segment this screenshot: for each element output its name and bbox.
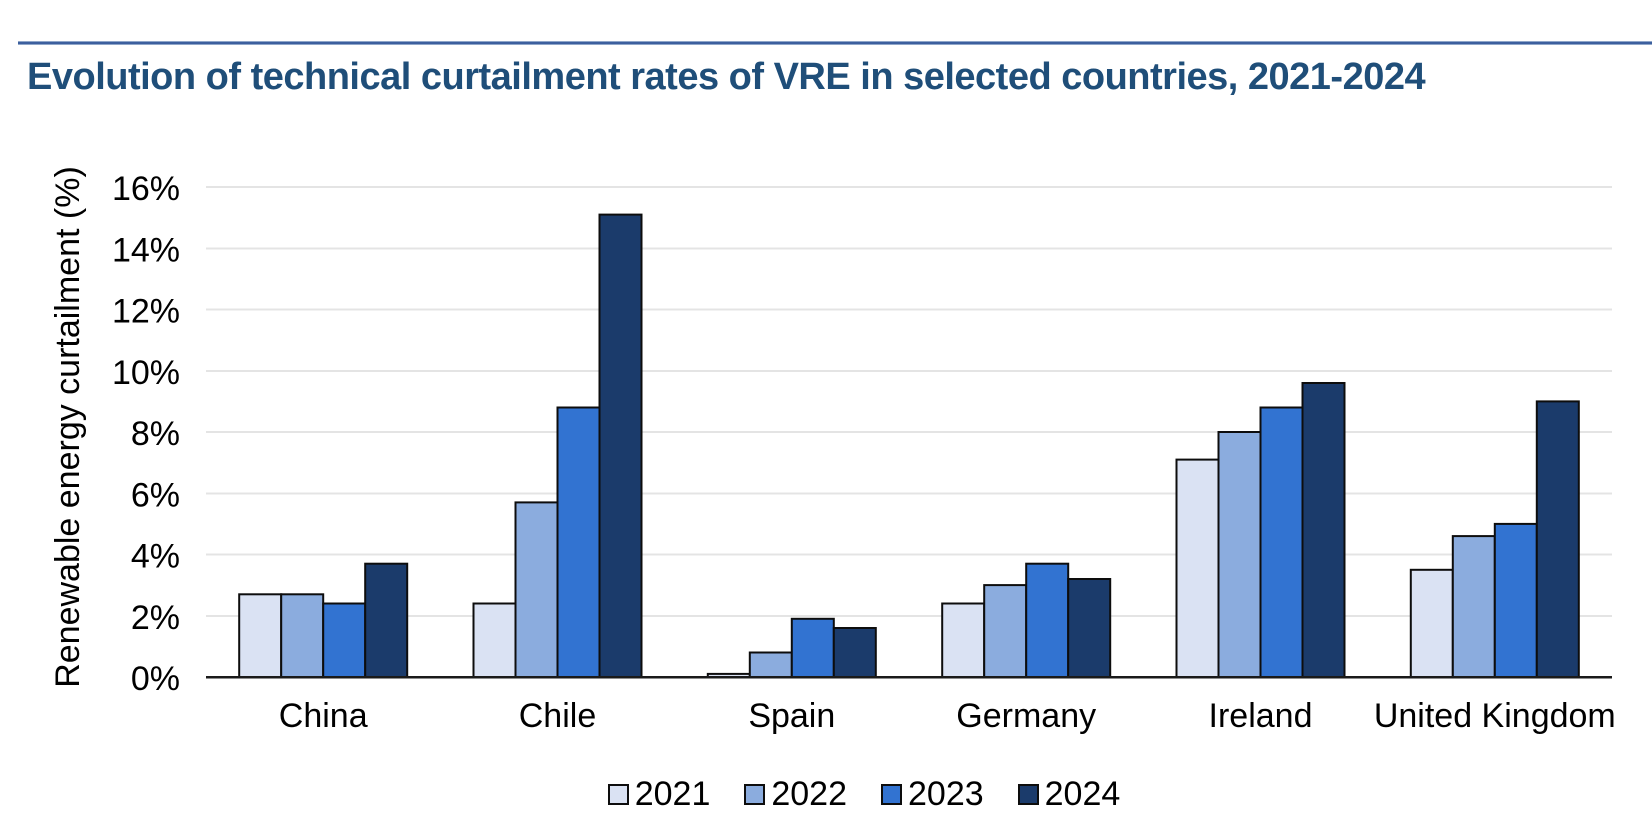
bar-2023-united-kingdom: [1493, 522, 1538, 679]
bar-2023-spain: [790, 617, 835, 678]
legend-swatch-2022: [744, 783, 766, 805]
category-label-united-kingdom: United Kingdom: [1374, 697, 1616, 735]
page-title: Evolution of technical curtailment rates…: [27, 56, 1426, 98]
y-tick-label: 12%: [112, 293, 180, 331]
legend-item-2023: 2023: [881, 777, 984, 811]
bar-2023-germany: [1025, 562, 1070, 679]
y-tick-label: 0%: [131, 660, 180, 698]
bar-2023-chile: [556, 406, 601, 678]
header-rule: [18, 41, 1652, 45]
bar-2022-united-kingdom: [1451, 535, 1496, 678]
chart-legend: 2021 2022 2023 2024: [0, 775, 1652, 813]
legend-item-2024: 2024: [1017, 775, 1121, 813]
bar-2021-ireland: [1175, 458, 1220, 678]
y-tick-label: 4%: [131, 538, 180, 576]
bar-2022-ireland: [1217, 431, 1262, 678]
bar-2021-chile: [472, 602, 517, 678]
bar-2023-ireland: [1259, 406, 1304, 678]
bar-2024-china: [364, 562, 409, 679]
legend-swatch-2024: [1017, 783, 1039, 805]
bar-2021-china: [238, 593, 283, 678]
bar-2022-spain: [748, 651, 793, 678]
bar-2021-germany: [941, 602, 986, 678]
legend-swatch-2021: [607, 783, 629, 805]
y-tick-label: 2%: [131, 599, 180, 637]
category-label-germany: Germany: [956, 697, 1096, 735]
category-label-ireland: Ireland: [1209, 697, 1313, 735]
legend-item-2022: 2022: [744, 777, 847, 811]
legend-label-2023: 2023: [908, 775, 984, 813]
bar-2024-germany: [1067, 578, 1112, 678]
y-axis-title: Renewable energy curtailment (%): [49, 166, 87, 688]
legend-swatch-2023: [881, 783, 902, 805]
bar-2023-china: [322, 602, 367, 678]
bar-2024-spain: [832, 627, 877, 678]
bar-2022-china: [280, 593, 325, 678]
y-tick-label: 10%: [112, 354, 180, 392]
legend-item-2021: 2021: [607, 775, 711, 813]
y-tick-label: 16%: [112, 170, 180, 208]
legend-label-2022: 2022: [771, 775, 847, 813]
y-tick-label: 14%: [112, 231, 180, 269]
bar-2024-united-kingdom: [1535, 400, 1580, 678]
bar-2024-chile: [598, 213, 643, 678]
bar-2022-germany: [983, 584, 1028, 678]
bar-2024-ireland: [1301, 382, 1346, 678]
category-label-chile: Chile: [519, 697, 596, 735]
category-label-spain: Spain: [748, 697, 835, 735]
y-tick-label: 8%: [131, 415, 180, 453]
category-label-china: China: [279, 697, 368, 735]
bar-2022-chile: [514, 501, 559, 678]
y-tick-label: 6%: [131, 476, 180, 514]
legend-label-2024: 2024: [1044, 775, 1121, 813]
legend-label-2021: 2021: [634, 775, 711, 813]
bar-2021-united-kingdom: [1409, 568, 1454, 678]
